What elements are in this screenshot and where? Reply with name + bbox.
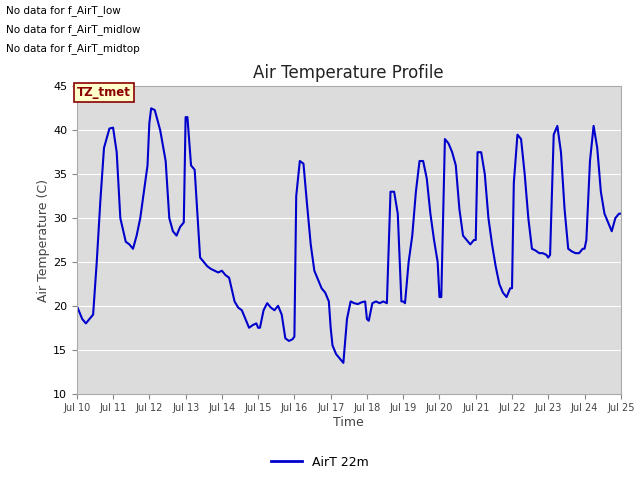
Text: No data for f_AirT_low: No data for f_AirT_low xyxy=(6,5,121,16)
Text: No data for f_AirT_midlow: No data for f_AirT_midlow xyxy=(6,24,141,35)
Legend: AirT 22m: AirT 22m xyxy=(266,451,374,474)
Text: No data for f_AirT_midtop: No data for f_AirT_midtop xyxy=(6,43,140,54)
Y-axis label: Air Temperature (C): Air Temperature (C) xyxy=(37,179,50,301)
Title: Air Temperature Profile: Air Temperature Profile xyxy=(253,64,444,82)
Text: TZ_tmet: TZ_tmet xyxy=(77,86,131,99)
X-axis label: Time: Time xyxy=(333,416,364,429)
